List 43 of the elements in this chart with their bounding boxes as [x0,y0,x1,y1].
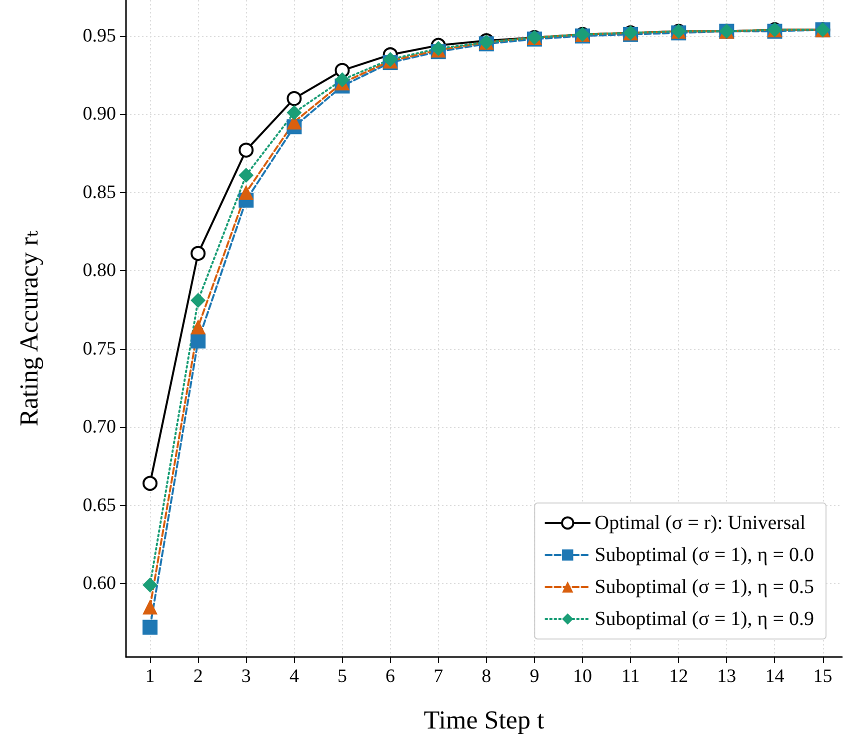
x-tick-label: 10 [573,666,592,687]
legend-label: Suboptimal (σ = 1), η = 0.0 [594,544,814,566]
point [142,599,158,614]
point [142,620,158,635]
legend-label: Suboptimal (σ = 1), η = 0.5 [594,576,814,598]
x-tick-label: 4 [289,666,300,687]
x-tick-label: 9 [530,666,540,687]
point [238,168,254,183]
point [190,292,206,308]
x-tick-label: 11 [621,666,640,687]
y-tick-label: 0.65 [82,494,116,516]
x-tick-label: 8 [482,666,492,687]
x-tick-label: 7 [434,666,444,687]
y-tick-label: 0.80 [82,260,116,282]
y-tick-label: 0.90 [82,104,116,125]
y-tick-label: 0.70 [82,416,116,438]
point [286,105,302,120]
x-tick-label: 5 [337,666,347,687]
y-tick-label: 0.60 [82,572,116,594]
point [190,334,206,349]
y-axis-title: Rating Accuracy rₜ [14,230,44,426]
x-tick-label: 13 [717,666,736,687]
x-axis-title: Time Step t [424,706,545,734]
point [190,319,206,334]
point [238,184,254,200]
x-tick-label: 6 [386,666,396,687]
y-tick-label: 0.85 [82,182,116,203]
x-tick-label: 15 [813,666,832,687]
point [238,142,254,158]
point [190,246,206,261]
legend-label: Suboptimal (σ = 1), η = 0.9 [594,608,814,630]
y-tick-label: 0.95 [82,25,116,46]
point [286,91,302,106]
x-tick-label: 12 [669,666,688,687]
legend-label: Optimal (σ = r): Universal [594,512,806,534]
point [142,476,158,491]
x-tick-label: 3 [241,666,251,687]
point [142,578,158,593]
y-tick-label: 0.75 [82,338,116,360]
x-tick-label: 1 [145,666,155,687]
x-tick-label: 2 [193,666,203,687]
point [334,72,350,88]
x-tick-label: 14 [765,666,785,687]
